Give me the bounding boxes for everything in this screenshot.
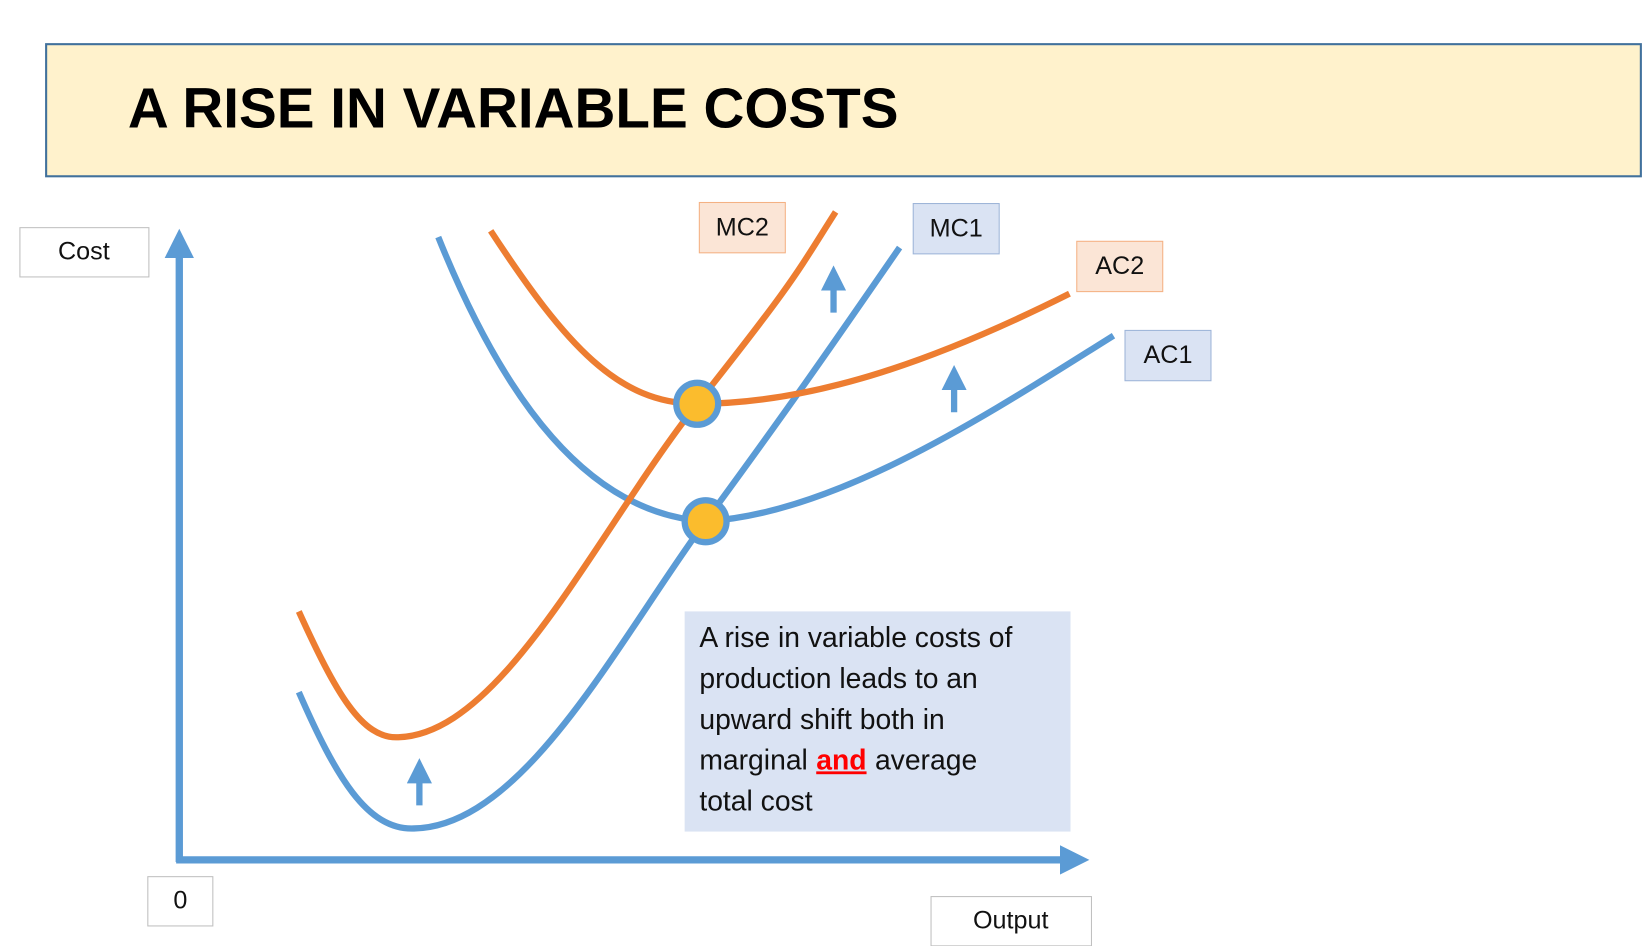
label-box: [930, 896, 1092, 946]
title: A RISE IN VARIABLE COSTS: [128, 76, 899, 139]
label-box: [698, 201, 786, 254]
intersection-dot: [681, 497, 730, 546]
mc1-curve: [295, 245, 903, 832]
ac1-curve: [435, 235, 1116, 525]
label-box: [1076, 240, 1164, 293]
annotation-line: total cost: [699, 785, 812, 817]
label-box: [19, 227, 150, 278]
intersection-dot: [673, 379, 722, 428]
annotation-emphasis: and: [816, 744, 866, 776]
curve-label: AC2: [1095, 252, 1144, 280]
annotation-text: marginal: [699, 744, 808, 776]
annotation-line: A rise in variable costs of: [699, 621, 1012, 653]
ac2-curve: [488, 229, 1071, 407]
curve-label: MC2: [716, 213, 769, 241]
header-box: [45, 43, 1642, 178]
label-box: [912, 203, 1000, 255]
label-box: [147, 876, 214, 927]
annotation-line: marginal and average: [699, 744, 977, 776]
annotation-line: production leads to an: [699, 662, 977, 694]
annotation-line: upward shift both in: [699, 703, 944, 735]
annotation-box: [684, 611, 1071, 832]
origin-label: 0: [173, 886, 187, 914]
mc2-curve: [295, 210, 839, 741]
curve-label: AC1: [1144, 341, 1193, 369]
x-axis-label: Output: [973, 906, 1049, 934]
annotation-text: average: [875, 744, 977, 776]
label-box: [1124, 329, 1212, 382]
curve-label: MC1: [930, 214, 983, 242]
y-axis-label: Cost: [58, 237, 110, 265]
